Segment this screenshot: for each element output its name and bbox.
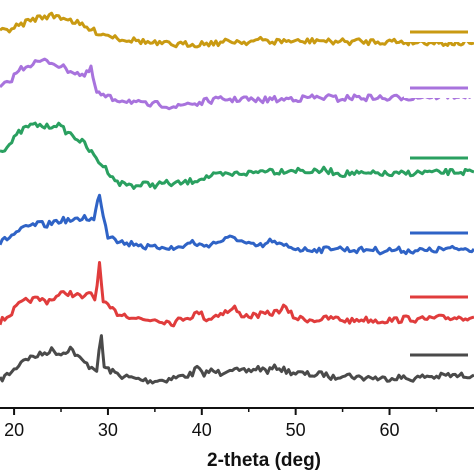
series-line-3 (0, 193, 474, 256)
x-axis-title: 2-theta (deg) (207, 450, 321, 471)
legend (404, 22, 474, 365)
x-tick-label-40: 40 (192, 420, 212, 440)
plot-series (0, 11, 474, 385)
x-tick-label-30: 30 (98, 420, 118, 440)
series-line-1 (0, 334, 474, 385)
x-axis-ticks: 20 30 40 50 60 (4, 408, 438, 440)
x-tick-label-20: 20 (4, 420, 24, 440)
series-line-4 (0, 121, 474, 190)
x-tick-label-60: 60 (380, 420, 400, 440)
x-tick-label-50: 50 (286, 420, 306, 440)
series-line-5 (0, 57, 474, 111)
series-line-2 (0, 261, 474, 328)
series-line-6 (0, 11, 474, 49)
